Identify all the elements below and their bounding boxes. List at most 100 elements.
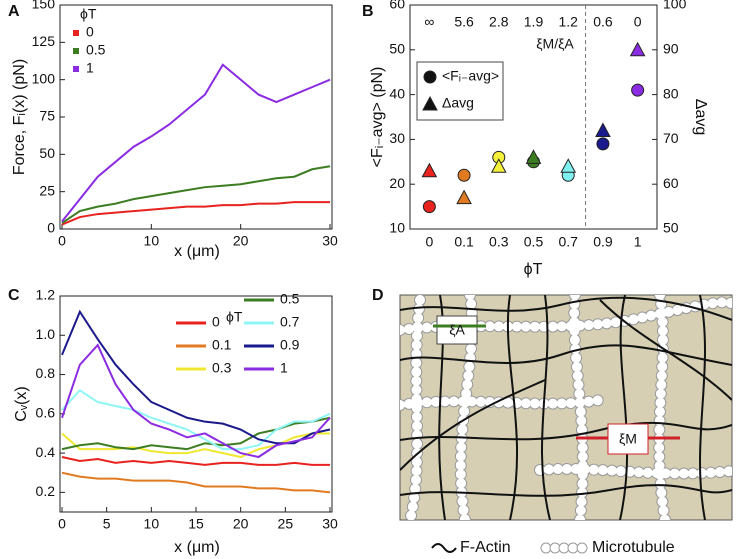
y-tick-label: 20 <box>389 175 405 191</box>
triangle-marker <box>629 41 646 57</box>
x-tick-label: 30 <box>322 233 338 249</box>
y-tick-label: 1.0 <box>36 326 56 342</box>
legend-swatch <box>73 48 79 54</box>
series-line <box>61 432 330 459</box>
x-tick-label: 0 <box>58 516 66 532</box>
triangle-marker <box>490 158 507 173</box>
microtubule-spacing-label: ξM <box>619 431 637 447</box>
top-axis-label: ξM/ξA <box>536 36 574 52</box>
circle-marker <box>422 200 436 214</box>
triangle-marker <box>422 95 438 111</box>
x-axis-label: ϕT <box>524 261 543 278</box>
y-tick-label: 0.2 <box>36 483 56 499</box>
circle-marker <box>596 137 610 151</box>
actin-legend-icon <box>431 543 457 553</box>
x-tick-label: 0 <box>58 233 66 249</box>
y-axis-label: Cᵥ(x) <box>13 386 30 421</box>
y-tick-label: 30 <box>389 130 405 146</box>
y-tick-label: 0.4 <box>36 444 56 460</box>
y-tick-label: 25 <box>39 182 55 198</box>
legend-label: 0.1 <box>212 337 232 353</box>
y-tick-label: 75 <box>39 108 55 124</box>
y-tick-label: 0.6 <box>36 405 56 421</box>
y-tick-label: 0 <box>47 220 55 236</box>
triangle-marker <box>525 149 542 164</box>
actin-spacing-label: ξA <box>449 322 465 338</box>
legend-label: <Fᵢ₋avg> <box>442 68 499 84</box>
top-category-label: 1.2 <box>558 14 578 30</box>
legend-label: 0 <box>212 314 220 330</box>
top-category-label: 1.9 <box>524 14 544 30</box>
top-category-label: 5.6 <box>454 14 474 30</box>
series-line <box>61 471 331 494</box>
y-tick-label: 0.8 <box>36 365 56 381</box>
series-line <box>61 201 330 226</box>
y-tick-label: 150 <box>32 0 56 12</box>
x-tick-label: 0.7 <box>558 234 578 250</box>
y-axis-label: <Fᵢ₋avg> (pN) <box>369 67 386 168</box>
legend-label: 0.7 <box>280 314 300 330</box>
panel-label: D <box>372 287 384 304</box>
legend-label: 0.5 <box>86 42 106 58</box>
x-tick-label: 1 <box>634 234 642 250</box>
plot-frame <box>409 4 658 230</box>
circle-marker <box>457 168 471 182</box>
y2-tick-label: 70 <box>663 130 679 146</box>
legend-label: 0 <box>86 24 94 40</box>
x-tick-label: 0.1 <box>454 234 474 250</box>
x-tick-label: 0 <box>425 234 433 250</box>
series-line <box>61 456 330 466</box>
y-tick-label: 100 <box>32 70 56 86</box>
y-tick-label: 125 <box>32 33 56 49</box>
y2-axis-label: Δavg <box>692 99 709 135</box>
circle-marker <box>631 83 645 97</box>
legend-label: F-Actin <box>460 539 511 556</box>
x-tick-label: 10 <box>144 233 160 249</box>
triangle-marker <box>560 158 577 173</box>
x-axis-label: x (μm) <box>174 243 220 260</box>
y-tick-label: 50 <box>389 41 405 57</box>
series-line <box>61 63 331 223</box>
actin-filaments <box>400 295 732 520</box>
x-tick-label: 20 <box>233 516 249 532</box>
circle-marker <box>423 70 437 84</box>
microtubule-legend-icon <box>540 542 588 554</box>
panel-label: A <box>8 3 20 20</box>
y2-tick-label: 80 <box>663 85 679 101</box>
x-tick-label: 10 <box>144 516 160 532</box>
triangle-marker <box>421 162 438 178</box>
diagram: ξA ξM F-Actin Microtubule <box>399 294 733 556</box>
top-category-label: 0.6 <box>593 14 613 30</box>
label-box <box>607 423 649 455</box>
x-axis-label: x (μm) <box>174 539 220 556</box>
panel-label: B <box>362 3 374 20</box>
y2-tick-label: 90 <box>663 41 679 57</box>
legend-label: Microtubule <box>592 539 675 556</box>
y-tick-label: 40 <box>389 85 405 101</box>
microtubules <box>400 295 732 520</box>
x-tick-label: 30 <box>322 516 338 532</box>
y-tick-label: 1.2 <box>36 287 56 303</box>
x-tick-label: 5 <box>103 516 111 532</box>
y2-tick-label: 100 <box>663 0 687 12</box>
legend-label: 1 <box>86 60 94 76</box>
y2-tick-label: 60 <box>663 175 679 191</box>
panel-label: C <box>8 287 20 304</box>
y-tick-label: 10 <box>389 220 405 236</box>
x-tick-label: 15 <box>188 516 204 532</box>
y2-tick-label: 50 <box>663 220 679 236</box>
plot-frame <box>59 4 333 230</box>
legend-swatch <box>73 66 79 72</box>
x-tick-label: 0.3 <box>489 234 509 250</box>
x-tick-label: 0.9 <box>593 234 613 250</box>
legend-title: ϕT <box>226 309 243 325</box>
top-category-label: ∞ <box>424 14 434 30</box>
triangle-marker <box>456 189 472 205</box>
y-tick-label: 50 <box>39 145 55 161</box>
y-axis-label: Force, Fᵢ(x) (pN) <box>11 59 28 175</box>
series-line <box>61 165 331 224</box>
legend-label: 1 <box>280 360 288 376</box>
top-category-label: 0 <box>634 14 642 30</box>
legend-label: 0.5 <box>280 291 300 307</box>
